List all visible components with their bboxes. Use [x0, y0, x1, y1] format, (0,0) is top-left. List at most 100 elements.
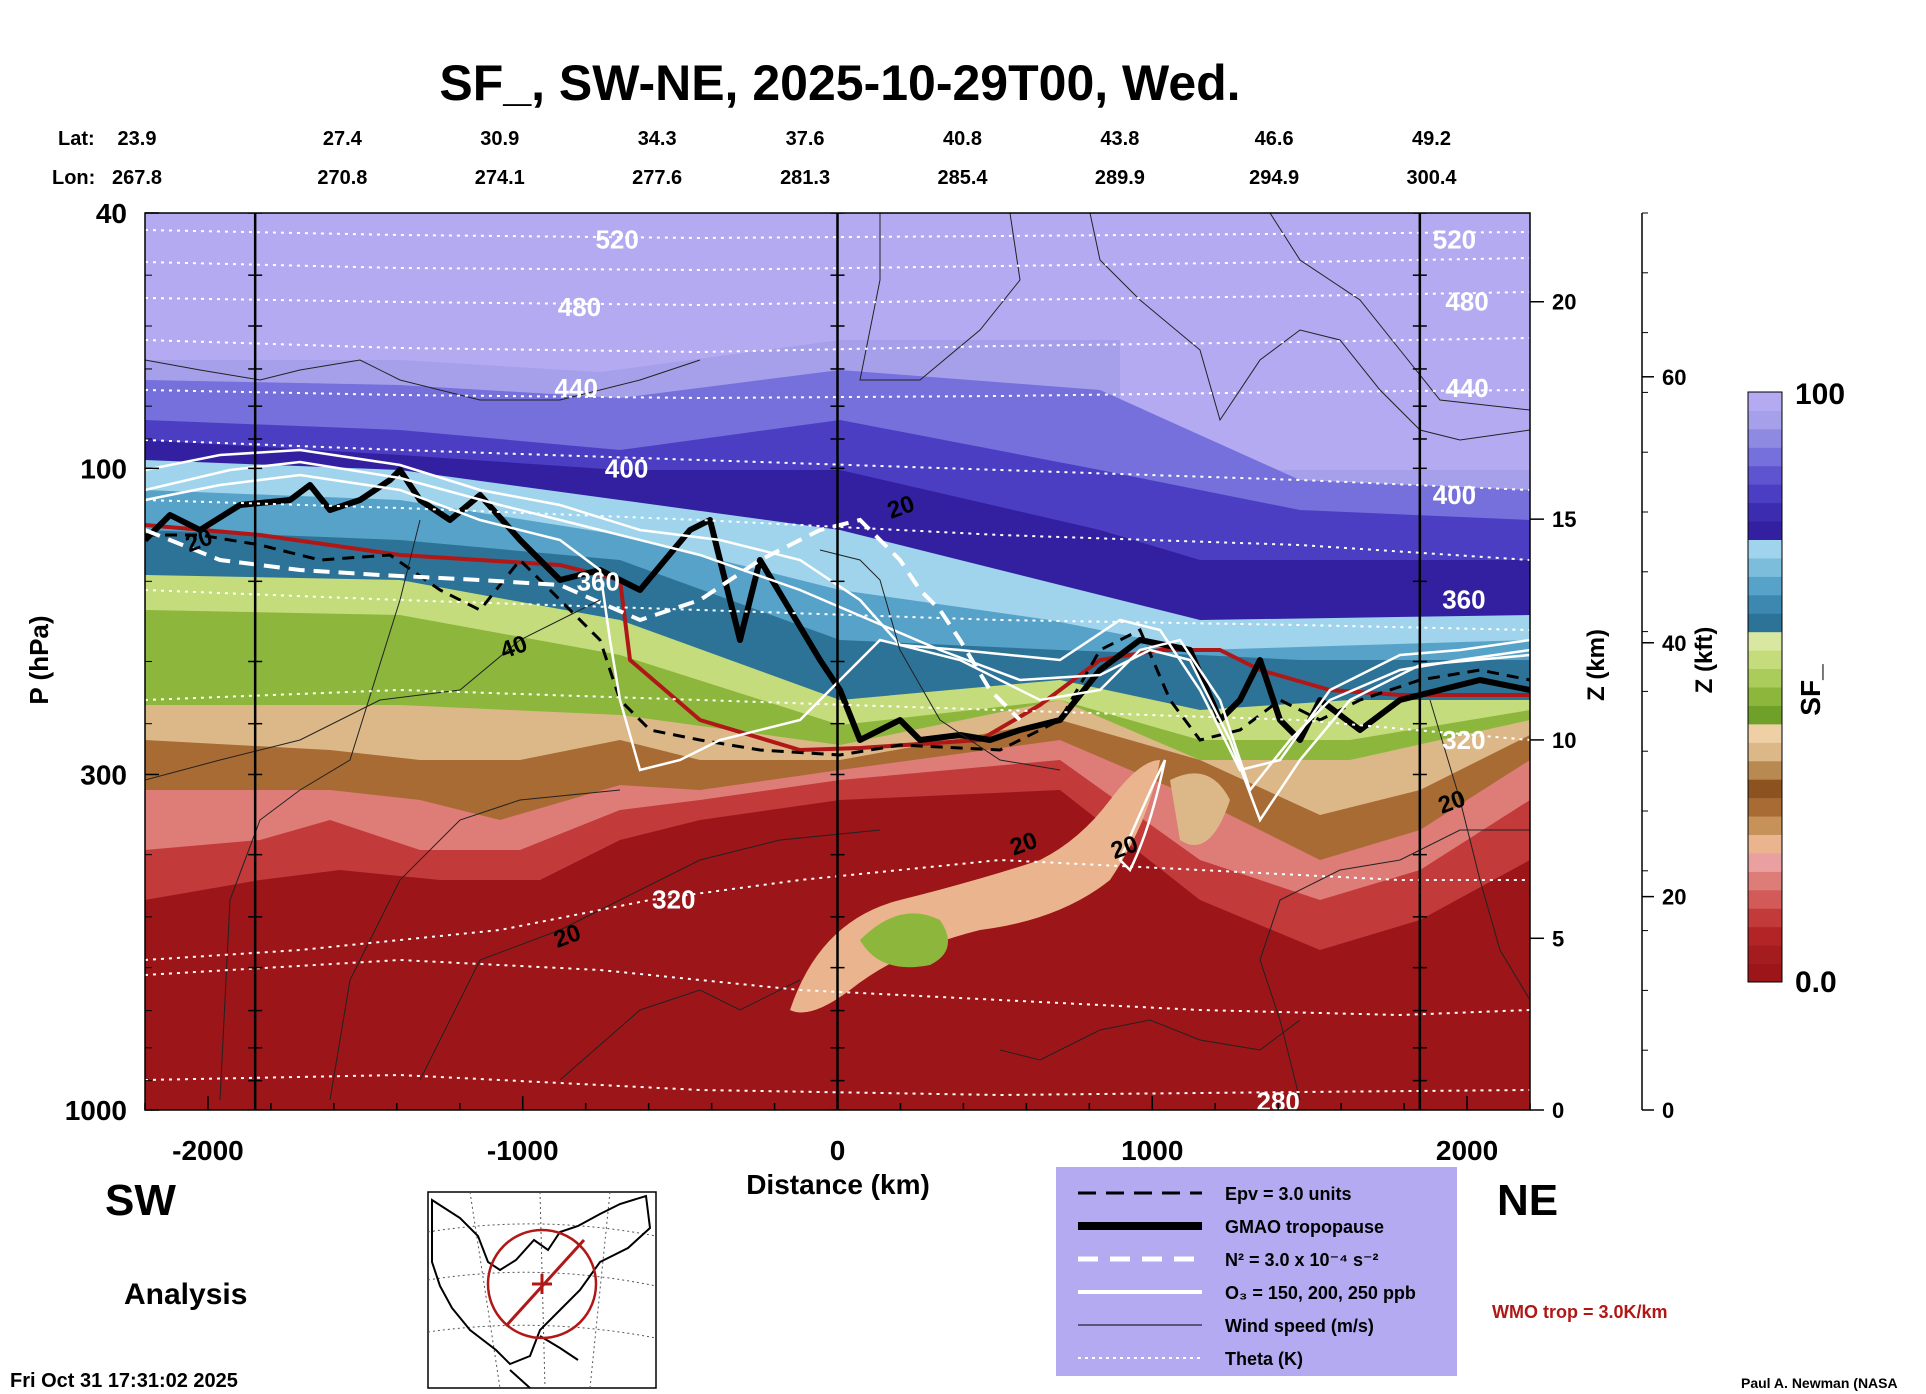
theta-contours: 520 480 440 400 360 320 280 520 480 440 400 360 320 [145, 225, 1530, 1110]
colorbar-swatch [1748, 871, 1782, 891]
z-kft-tick-label: 40 [1662, 631, 1686, 656]
wmo-tropopause-line [145, 523, 1530, 753]
theta-label-7: 520 [1433, 225, 1476, 255]
theta-label-10: 400 [1433, 480, 1476, 510]
theta-contour-10 [145, 958, 1530, 1017]
y-tick-label: 1000 [65, 1095, 127, 1126]
lon-value: 294.9 [1249, 167, 1299, 189]
theta-label-12: 320 [1442, 725, 1485, 755]
timestamp: Fri Oct 31 17:31:02 2025 [10, 1370, 238, 1392]
colorbar-swatch [1748, 576, 1782, 596]
gmao-tropopause-line [145, 467, 1530, 743]
legend-label: Wind speed (m/s) [1225, 1316, 1374, 1336]
colorbar-swatch [1748, 816, 1782, 835]
colorbar-swatch [1748, 392, 1782, 411]
o3-contour-loop [1118, 759, 1167, 873]
colorbar-swatch [1748, 852, 1782, 872]
colorbar-swatch [1748, 963, 1782, 983]
x-axis: -2000 -1000 0 1000 2000 [144, 1096, 1531, 1166]
colorbar-swatch [1748, 484, 1782, 504]
lon-label: Lon: [52, 167, 95, 189]
theta-label-8: 480 [1445, 287, 1488, 317]
lat-value: 34.3 [638, 128, 677, 150]
wind-contour-0 [145, 599, 601, 781]
z-km-tick-label: 15 [1552, 507, 1576, 532]
lat-value: 37.6 [786, 128, 825, 150]
theta-contour-3 [145, 337, 1530, 354]
n2-dashed-line [145, 517, 1022, 722]
o3-contour-200 [145, 448, 1530, 772]
lon-value: 300.4 [1406, 167, 1457, 189]
z-km-label: Z (km) [1583, 629, 1610, 701]
y-axis-label: P (hPa) [24, 615, 54, 704]
colorbar-swatch [1748, 502, 1782, 522]
wind-contour-1 [219, 519, 421, 1101]
colorbar-swatch [1748, 465, 1782, 485]
analysis-label: Analysis [124, 1278, 247, 1311]
wind-contour-11 [1429, 699, 1530, 1001]
theta-label-1: 480 [558, 292, 601, 322]
wind-contour-5 [859, 213, 1021, 381]
o3-contour-150 [145, 473, 1530, 793]
colorbar-swatch [1748, 779, 1782, 799]
theta-label-3: 400 [605, 453, 648, 483]
theta-label-2: 440 [555, 373, 598, 403]
sf-orange-patch [1170, 773, 1230, 845]
region-ne-label: NE [1497, 1176, 1558, 1225]
lat-label: Lat: [58, 128, 95, 150]
theta-contour-2 [145, 291, 1530, 307]
y-tick-label: 300 [80, 759, 127, 790]
wind-contour-10 [145, 359, 701, 401]
theta-label-9: 440 [1445, 373, 1488, 403]
colorbar-swatch [1748, 668, 1782, 688]
theta-label-0: 520 [595, 225, 638, 255]
z-km-tick-label: 10 [1552, 728, 1576, 753]
z-km-tick-label: 5 [1552, 926, 1564, 951]
section-vertical-lines [248, 213, 1427, 1110]
lat-value: 49.2 [1412, 128, 1451, 150]
colorbar-swatch [1748, 926, 1782, 946]
chart-title: SF_, SW-NE, 2025-10-29T00, Wed. [439, 55, 1240, 111]
colorbar-frame [1747, 391, 1783, 983]
lat-value: 43.8 [1100, 128, 1139, 150]
lon-value: 267.8 [112, 167, 162, 189]
wind-contour-4 [559, 979, 801, 1081]
lon-value: 285.4 [937, 167, 988, 189]
colorbar-swatch [1748, 742, 1782, 762]
lon-value: 270.8 [317, 167, 367, 189]
x-axis-label: Distance (km) [746, 1169, 930, 1200]
theta-contour-4 [145, 389, 1530, 400]
x-tick-label: -1000 [487, 1135, 559, 1166]
legend-label: Epv = 3.0 units [1225, 1184, 1352, 1204]
colorbar-min-label: 0.0 [1795, 966, 1837, 999]
theta-label-11: 360 [1442, 584, 1485, 614]
z-km-axis: 0 5 10 15 20 [1530, 290, 1576, 1123]
colorbar-swatch [1748, 594, 1782, 614]
colorbar-swatch [1748, 797, 1782, 817]
colorbar-swatch [1748, 723, 1782, 743]
lon-value: 274.1 [475, 167, 525, 189]
colorbar-swatch [1748, 539, 1782, 559]
legend-label: GMAO tropopause [1225, 1217, 1384, 1237]
colorbar-max-label: 100 [1795, 378, 1845, 411]
colorbar-swatch [1748, 889, 1782, 909]
lat-lon-header: Lat: Lon: 23.9 267.8 27.4 270.8 30.9 274.1 34.3 2… [52, 128, 1457, 189]
lat-value: 46.6 [1255, 128, 1294, 150]
credit: Paul A. Newman (NASA [1741, 1375, 1898, 1391]
legend-label: O₃ = 150, 200, 250 ppb [1225, 1283, 1416, 1303]
sf-green-lens [860, 913, 948, 968]
z-kft-tick-label: 0 [1662, 1098, 1674, 1123]
wind-contour-3 [419, 829, 881, 1081]
y-axis: 1000 300 100 40 [65, 198, 159, 1126]
wind-contour-9 [999, 1019, 1301, 1061]
theta-contour-11 [145, 1073, 1530, 1097]
colorbar-swatch [1748, 521, 1782, 540]
colorbar-swatch [1748, 945, 1782, 965]
x-tick-label: 1000 [1121, 1135, 1183, 1166]
z-kft-tick-label: 20 [1662, 885, 1686, 910]
colorbar [1747, 391, 1783, 983]
colorbar-swatch [1748, 410, 1782, 430]
z-kft-label: Z (kft) [1691, 627, 1718, 694]
